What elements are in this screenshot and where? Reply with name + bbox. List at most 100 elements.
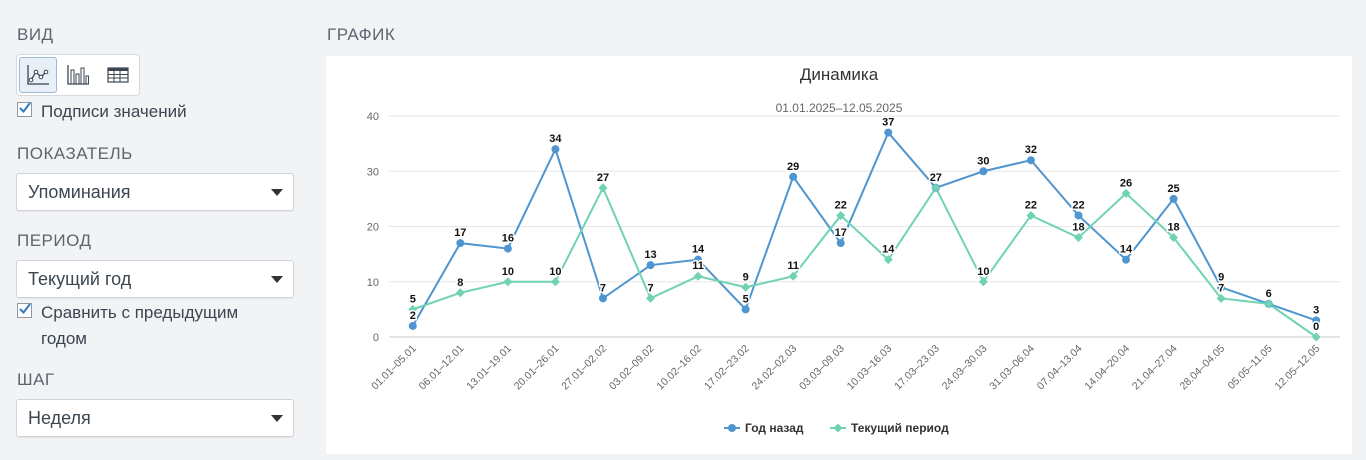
legend-marker bbox=[728, 424, 736, 432]
x-tick-label: 07.04–13.04 bbox=[1035, 343, 1085, 393]
line-chart-icon bbox=[27, 65, 49, 85]
chart-title: Динамика bbox=[800, 65, 879, 84]
caret-down-icon bbox=[271, 414, 283, 422]
compare-label-line2: годом bbox=[41, 329, 87, 348]
data-label: 6 bbox=[1266, 288, 1272, 300]
x-tick-label: 28.04–04.05 bbox=[1177, 343, 1227, 393]
metric-select-value: Упоминания bbox=[28, 181, 131, 202]
y-tick-label: 40 bbox=[367, 111, 379, 123]
data-point bbox=[551, 145, 560, 154]
compare-label-line1: Сравнить с предыдущим bbox=[41, 303, 239, 322]
y-tick-label: 20 bbox=[367, 222, 379, 234]
data-point bbox=[789, 172, 798, 181]
data-label: 14 bbox=[882, 244, 895, 256]
x-tick-label: 24.02–02.03 bbox=[750, 343, 800, 393]
data-label: 13 bbox=[644, 249, 656, 261]
data-point bbox=[836, 239, 845, 248]
data-point bbox=[741, 305, 750, 314]
data-label: 18 bbox=[1167, 222, 1179, 234]
x-tick-label: 06.01–12.01 bbox=[417, 343, 467, 393]
data-point bbox=[1026, 210, 1036, 220]
compare-checkbox[interactable] bbox=[17, 303, 32, 318]
data-label: 17 bbox=[454, 227, 466, 239]
data-label: 27 bbox=[597, 172, 609, 184]
data-label: 7 bbox=[647, 282, 653, 294]
series-line bbox=[412, 185, 1317, 338]
data-point bbox=[598, 183, 608, 193]
data-label: 11 bbox=[787, 260, 799, 272]
data-point bbox=[1264, 299, 1274, 309]
compare-label: Сравнить с предыдущим годом bbox=[41, 300, 238, 352]
data-point bbox=[408, 321, 417, 330]
data-label: 27 bbox=[930, 172, 942, 184]
data-label: 32 bbox=[1025, 144, 1037, 156]
compare-option[interactable]: Сравнить с предыдущим годом bbox=[17, 300, 238, 352]
data-point bbox=[646, 293, 656, 303]
x-tick-label: 03.02–09.02 bbox=[607, 343, 657, 393]
bar-chart-view-button[interactable] bbox=[59, 57, 97, 93]
data-label: 10 bbox=[549, 266, 561, 278]
data-point bbox=[456, 239, 465, 248]
x-tick-label: 01.01–05.01 bbox=[369, 343, 419, 393]
data-point bbox=[883, 255, 893, 265]
x-tick-label: 03.03–09.03 bbox=[797, 343, 847, 393]
data-label: 0 bbox=[1313, 321, 1319, 333]
data-label: 6 bbox=[1266, 288, 1272, 300]
data-label: 5 bbox=[743, 293, 749, 305]
x-tick-label: 05.05–11.05 bbox=[1226, 343, 1275, 392]
data-label: 16 bbox=[502, 233, 514, 245]
x-tick-label: 17.02–23.02 bbox=[702, 343, 752, 393]
data-label: 14 bbox=[692, 244, 705, 256]
x-tick-label: 20.01–26.01 bbox=[512, 343, 562, 393]
step-select-value: Неделя bbox=[28, 407, 91, 428]
data-point bbox=[1122, 255, 1131, 264]
data-label: 22 bbox=[1025, 199, 1037, 211]
x-tick-label: 27.01–02.02 bbox=[559, 343, 609, 393]
value-labels-checkbox[interactable] bbox=[17, 102, 32, 117]
series-line bbox=[411, 130, 1317, 327]
data-point bbox=[931, 183, 941, 193]
data-point bbox=[694, 255, 703, 264]
chart-subtitle: 01.01.2025–12.05.2025 bbox=[776, 101, 903, 115]
data-label: 17 bbox=[835, 227, 847, 239]
data-point bbox=[408, 304, 418, 314]
data-label: 37 bbox=[882, 117, 894, 129]
data-point bbox=[503, 244, 512, 253]
period-select-value: Текущий год bbox=[28, 268, 132, 289]
data-label: 9 bbox=[1218, 271, 1224, 283]
data-point bbox=[884, 128, 893, 137]
data-point bbox=[1311, 332, 1321, 342]
data-point bbox=[598, 294, 607, 303]
table-view-button[interactable] bbox=[99, 57, 137, 93]
x-tick-label: 24.03–30.03 bbox=[940, 343, 990, 393]
step-select[interactable]: Неделя bbox=[16, 399, 294, 437]
data-label: 34 bbox=[549, 133, 562, 145]
data-label: 8 bbox=[457, 277, 463, 289]
period-section-title: ПЕРИОД bbox=[17, 231, 92, 250]
data-point bbox=[1169, 233, 1179, 243]
value-labels-label: Подписи значений bbox=[41, 102, 187, 121]
data-label: 10 bbox=[977, 266, 989, 278]
data-label: 2 bbox=[410, 310, 416, 322]
x-tick-label: 10.02–16.02 bbox=[654, 343, 704, 393]
value-labels-option[interactable]: Подписи значений bbox=[17, 99, 187, 125]
line-chart-view-button[interactable] bbox=[19, 57, 57, 93]
x-tick-label: 21.04–27.04 bbox=[1130, 343, 1180, 393]
y-tick-label: 0 bbox=[373, 332, 379, 344]
metric-select[interactable]: Упоминания bbox=[16, 173, 294, 211]
table-icon bbox=[107, 67, 129, 83]
data-point bbox=[1169, 194, 1178, 203]
data-label: 22 bbox=[1072, 199, 1084, 211]
line-chart: Динамика 01.01.2025–12.05.2025 010203040… bbox=[367, 65, 1340, 435]
data-point bbox=[1074, 211, 1083, 220]
chart-panel: Динамика 01.01.2025–12.05.2025 0 10 20 30 40… bbox=[326, 56, 1352, 454]
data-label: 27 bbox=[930, 172, 942, 184]
period-select[interactable]: Текущий год bbox=[16, 260, 294, 298]
data-label: 14 bbox=[1120, 244, 1133, 256]
view-section-title: ВИД bbox=[17, 25, 54, 44]
data-label: 25 bbox=[1167, 183, 1179, 195]
x-tick-label: 12.05–12.05 bbox=[1273, 343, 1323, 393]
data-label: 29 bbox=[787, 161, 799, 173]
data-label: 7 bbox=[1218, 282, 1224, 294]
data-label: 10 bbox=[502, 266, 514, 278]
